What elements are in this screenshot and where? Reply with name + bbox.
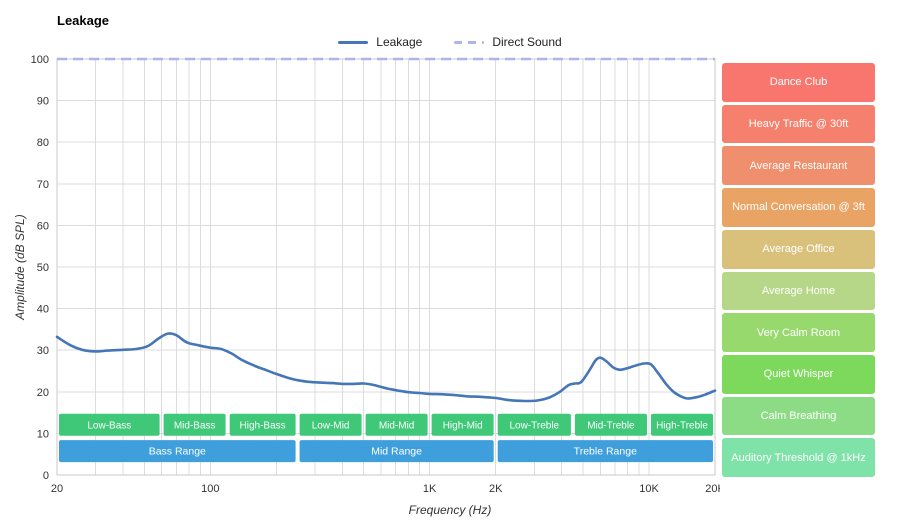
range-segment <box>497 440 713 463</box>
legend-label: Leakage <box>376 35 423 49</box>
legend: Leakage Direct Sound <box>0 35 900 49</box>
range-segment-label: Treble Range <box>574 446 637 458</box>
x-tick-label: 20 <box>51 483 63 495</box>
x-tick-label: 100 <box>201 483 219 495</box>
y-tick-label: 80 <box>37 137 49 149</box>
x-tick-label: 10K <box>639 483 659 495</box>
noise-level-item: Auditory Threshold @ 1kHz <box>722 438 875 478</box>
band-segment <box>365 413 428 436</box>
y-tick-label: 40 <box>37 304 49 316</box>
band-segment <box>651 413 713 436</box>
noise-level-item: Average Office <box>722 229 875 269</box>
band-segment <box>163 413 226 436</box>
noise-level-item: Heavy Traffic @ 30ft <box>722 104 875 144</box>
y-tick-label: 20 <box>37 387 49 399</box>
range-segment <box>59 440 296 463</box>
y-tick-label: 30 <box>37 345 49 357</box>
y-tick-label: 50 <box>37 262 49 274</box>
range-segment <box>299 440 494 463</box>
y-tick-label: 100 <box>31 54 49 66</box>
band-segment-label: Mid-Bass <box>174 420 216 431</box>
y-tick-label: 60 <box>37 220 49 232</box>
x-tick-label: 20K <box>705 483 720 495</box>
legend-label: Direct Sound <box>492 35 562 49</box>
band-segment <box>574 413 647 436</box>
band-segment-label: Mid-Treble <box>587 420 635 431</box>
band-segment <box>497 413 571 436</box>
band-segment <box>229 413 296 436</box>
y-tick-label: 10 <box>37 428 49 440</box>
band-segment-label: Low-Bass <box>87 420 131 431</box>
range-segment-label: Bass Range <box>149 446 206 458</box>
noise-level-item: Quiet Whisper <box>722 354 875 394</box>
y-tick-label: 0 <box>43 470 49 482</box>
band-segment-label: Low-Treble <box>509 420 559 431</box>
noise-level-item: Average Restaurant <box>722 146 875 186</box>
leakage-curve <box>55 332 717 403</box>
band-segment-label: Mid-Mid <box>379 420 415 431</box>
y-axis-label: Amplitude (dB SPL) <box>13 214 27 320</box>
graph-title: Leakage <box>57 13 110 28</box>
band-segment-label: High-Bass <box>240 420 286 431</box>
chart-canvas[interactable]: 0 10 20 30 40 50 60 70 80 90 100 20 100 1K 2K 10K 20K Low… <box>0 0 720 520</box>
noise-levels-panel: Dance Club Heavy Traffic @ 30ft Average Re… <box>722 63 875 478</box>
band-segment <box>431 413 494 436</box>
band-segment-label: Low-Mid <box>312 420 350 431</box>
solid-line-swatch <box>338 40 369 44</box>
range-segment-label: Mid Range <box>371 446 422 458</box>
y-tick-label: 70 <box>37 179 49 191</box>
legend-item[interactable]: Direct Sound <box>454 35 562 49</box>
legend-item[interactable]: Leakage <box>338 35 422 49</box>
band-segment-label: High-Treble <box>656 420 708 431</box>
dashed-line-swatch <box>454 40 485 44</box>
band-segment <box>59 413 160 436</box>
band-segment <box>299 413 362 436</box>
x-axis-label: Frequency (Hz) <box>408 503 492 517</box>
x-tick-label: 1K <box>423 483 437 495</box>
x-tick-label: 2K <box>489 483 503 495</box>
y-tick-label: 90 <box>37 96 49 108</box>
noise-level-item: Very Calm Room <box>722 313 875 352</box>
noise-level-item: Calm Breathing <box>722 396 875 436</box>
band-segment-label: High-Mid <box>443 420 483 431</box>
noise-level-item: Normal Conversation @ 3ft <box>722 188 875 227</box>
noise-level-item: Average Home <box>722 271 875 311</box>
noise-level-item: Dance Club <box>722 63 875 102</box>
